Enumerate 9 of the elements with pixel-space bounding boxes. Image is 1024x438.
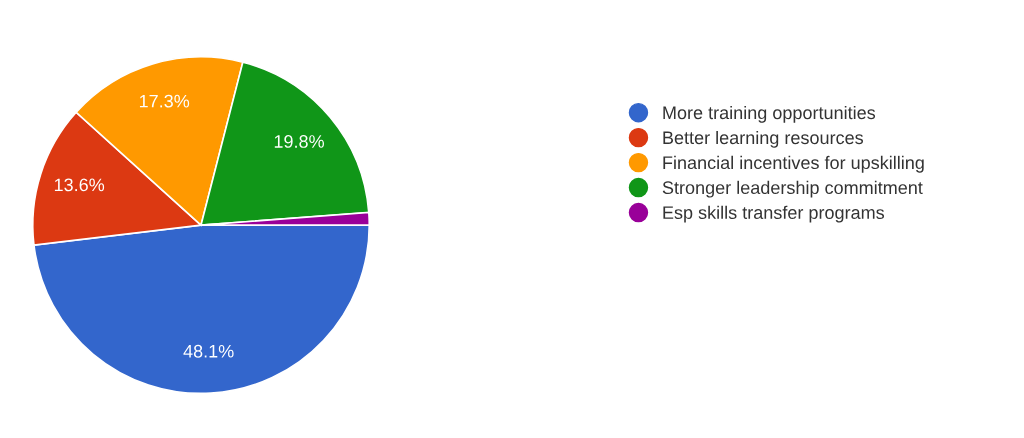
data-label: 17.3% bbox=[139, 94, 190, 108]
legend-label: Esp skills transfer programs bbox=[663, 205, 885, 223]
legend-label: Financial incentives for upskilling bbox=[663, 155, 924, 173]
legend-label: More training opportunities bbox=[663, 105, 876, 123]
legend-label: Stronger leadership commitment bbox=[662, 180, 923, 198]
legend-label: Better learning resources bbox=[663, 130, 864, 148]
data-label: 48.1% bbox=[183, 344, 234, 358]
data-label: 13.6% bbox=[54, 178, 105, 192]
data-label: 19.8% bbox=[274, 135, 324, 148]
